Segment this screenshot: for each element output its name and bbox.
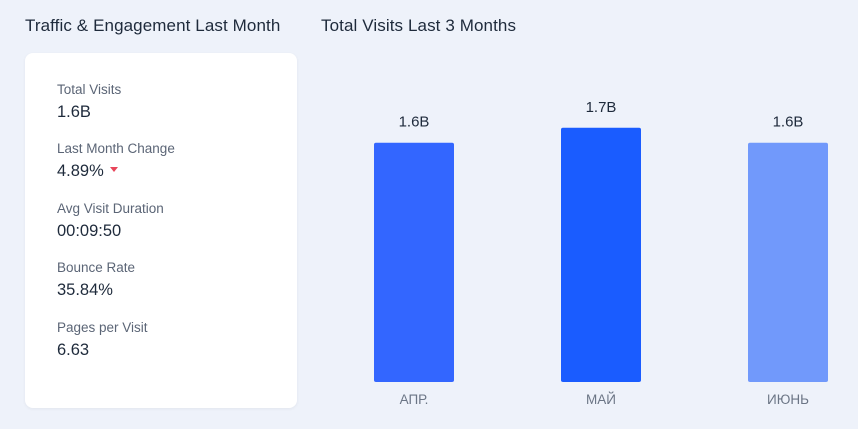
x-tick-label: ИЮНЬ	[767, 392, 809, 407]
metrics-card: Total Visits 1.6B Last Month Change 4.89…	[25, 53, 297, 408]
metric-label: Bounce Rate	[57, 260, 136, 275]
metric-value-text: 1.6B	[57, 103, 91, 121]
bar-chart-svg: 1.6B АПР. 1.7B МАЙ 1.6B ИЮНЬ	[374, 99, 828, 407]
total-visits-bar-chart: 1.6B АПР. 1.7B МАЙ 1.6B ИЮНЬ	[321, 53, 858, 429]
metric-value: 00:09:50	[57, 220, 164, 242]
metric-label: Total Visits	[57, 82, 122, 97]
metric-last-month-change: Last Month Change 4.89%	[57, 140, 175, 182]
metric-bounce-rate: Bounce Rate 35.84%	[57, 259, 135, 301]
trend-down-icon	[109, 167, 118, 172]
bar-1[interactable]	[374, 142, 454, 382]
metric-value: 1.6B	[57, 101, 121, 123]
metric-label: Avg Visit Duration	[57, 201, 164, 216]
metric-value-text: 35.84%	[57, 281, 113, 299]
metric-value-text: 6.63	[57, 341, 90, 359]
metric-value: 4.89%	[57, 160, 175, 182]
bar-value-label: 1.6B	[773, 114, 804, 131]
bar-3[interactable]	[748, 142, 828, 382]
x-tick-label: МАЙ	[586, 392, 616, 407]
bar-2[interactable]	[561, 127, 641, 382]
metric-pages-per-visit: Pages per Visit 6.63	[57, 319, 148, 361]
metric-value: 35.84%	[57, 279, 135, 301]
metric-value: 6.63	[57, 339, 148, 361]
metric-label: Pages per Visit	[57, 320, 148, 335]
metric-avg-visit-duration: Avg Visit Duration 00:09:50	[57, 200, 164, 242]
bar-value-label: 1.7B	[586, 99, 617, 116]
traffic-engagement-title: Traffic & Engagement Last Month	[25, 16, 281, 35]
metric-value-text: 4.89%	[57, 162, 104, 180]
total-visits-chart-title: Total Visits Last 3 Months	[321, 16, 517, 35]
metric-label: Last Month Change	[57, 141, 175, 156]
x-tick-label: АПР.	[400, 392, 429, 407]
bar-value-label: 1.6B	[399, 114, 430, 131]
metric-total-visits: Total Visits 1.6B	[57, 81, 121, 123]
metric-value-text: 00:09:50	[57, 222, 122, 240]
